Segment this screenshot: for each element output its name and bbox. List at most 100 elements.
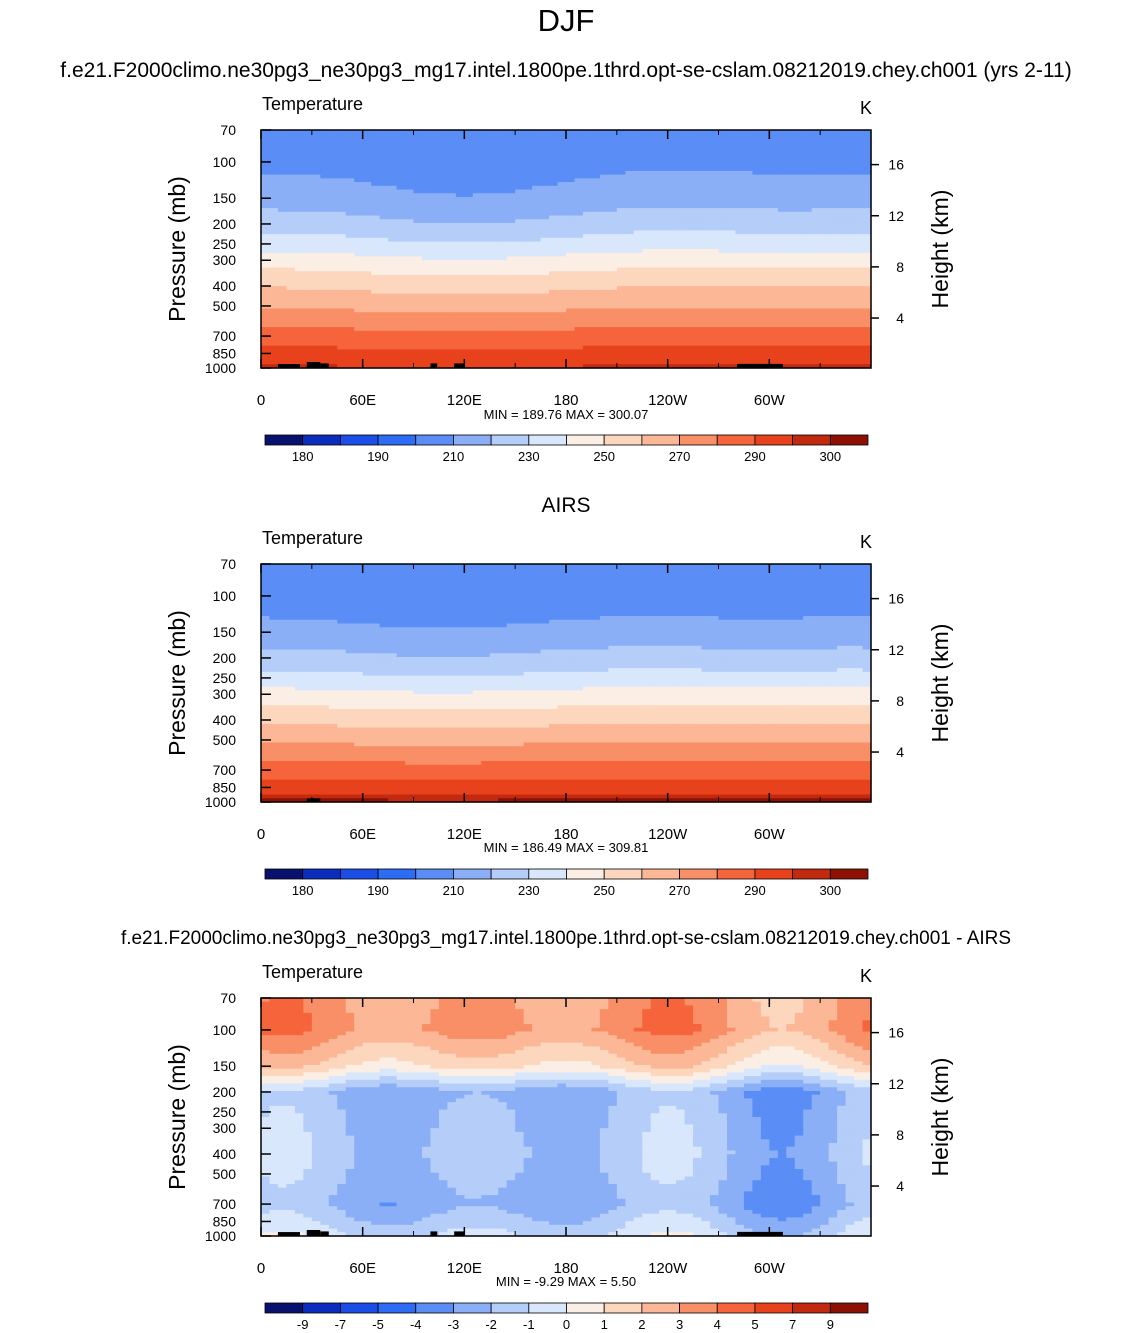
- panel-model-cell: [616, 282, 626, 287]
- panel-model-cell: [777, 323, 787, 328]
- panel-model-topography: [737, 363, 783, 368]
- panel-model-cell: [345, 156, 355, 161]
- panel-model-cell: [667, 293, 677, 298]
- panel-model-cell: [540, 308, 550, 313]
- panel-model-cell: [515, 170, 525, 176]
- panel-model-cell: [286, 137, 296, 142]
- panel-model-cell: [421, 364, 432, 369]
- panel-model-cell: [608, 208, 618, 213]
- panel-model-cell: [710, 364, 720, 369]
- panel-model-cell: [726, 353, 737, 358]
- panel-model-cell: [582, 133, 593, 139]
- panel-model-cell: [574, 289, 584, 295]
- panel-model-cell: [371, 349, 381, 354]
- panel-model-cell: [854, 341, 864, 347]
- panel-model-cell: [616, 293, 626, 298]
- panel-model-cell: [710, 252, 720, 258]
- panel-model-cell: [498, 222, 508, 228]
- panel-model-cell: [379, 170, 389, 176]
- panel-model-cell: [328, 222, 338, 228]
- panel-model-cell: [862, 137, 872, 142]
- panel-model-cell: [557, 133, 567, 139]
- panel-model-cell: [354, 289, 364, 295]
- panel-model-cell: [582, 215, 593, 220]
- panel-model-cell: [464, 170, 474, 176]
- panel-model-cell: [371, 237, 381, 243]
- panel-model-cell: [693, 323, 703, 328]
- panel-model-cell: [515, 334, 525, 339]
- panel-model-cell: [388, 182, 398, 187]
- panel-model-cell: [743, 130, 753, 135]
- panel-obs-cell: [472, 564, 482, 569]
- panel-model-cell: [345, 193, 355, 198]
- panel-model-cell: [718, 211, 728, 217]
- panel-model-cell: [294, 204, 304, 209]
- panel-model-cell: [760, 304, 770, 310]
- panel-model-cell: [362, 208, 372, 213]
- panel-model-cell: [337, 167, 347, 172]
- panel-model-cell: [371, 338, 381, 343]
- panel-model-cell: [337, 278, 347, 284]
- panel-model-cell: [591, 204, 601, 209]
- panel-model-cell: [388, 156, 398, 161]
- panel-model-cell: [828, 167, 838, 172]
- panel-model-cell: [303, 334, 313, 339]
- panel-model-cell: [811, 260, 821, 265]
- panel-model-cell: [464, 260, 474, 265]
- panel-model-cell: [642, 275, 652, 280]
- panel-model-cell: [786, 304, 796, 310]
- panel-model-cell: [820, 256, 830, 261]
- panel-model-cell: [269, 211, 279, 217]
- panel-model-cell: [710, 334, 720, 339]
- panel-obs-cell: [650, 567, 660, 573]
- panel-model-cell: [743, 200, 753, 205]
- panel-model-cell: [769, 137, 779, 142]
- panel-obs-cell: [811, 564, 821, 569]
- panel-model-cell: [642, 286, 652, 291]
- panel-model-cell: [379, 353, 389, 358]
- panel-model-cell: [345, 178, 355, 183]
- panel-model-cell: [743, 167, 753, 172]
- panel-model-cell: [328, 226, 338, 232]
- panel-model-cell: [676, 301, 686, 306]
- panel-model-cell: [405, 141, 415, 146]
- panel-model-cell: [718, 159, 728, 165]
- panel-model-cell: [489, 193, 499, 198]
- panel-model-cell: [633, 170, 643, 176]
- panel-model-cell: [549, 245, 559, 250]
- panel-model-cell: [337, 200, 347, 205]
- panel-model-cell: [286, 345, 296, 351]
- panel-model-cell: [481, 163, 491, 168]
- panel-model-cell: [311, 148, 321, 153]
- panel-model-cell: [447, 222, 457, 228]
- panel-model-cell: [862, 156, 872, 161]
- panel-model-cell: [303, 230, 313, 235]
- panel-model-cell: [472, 222, 482, 228]
- panel-model-cell: [837, 353, 847, 358]
- panel-model-cell: [396, 230, 406, 235]
- panel-model-cell: [269, 148, 279, 153]
- panel-model-cell: [769, 167, 779, 172]
- panel-model-cell: [599, 130, 609, 135]
- panel-model-cell: [642, 263, 652, 269]
- panel-model-cell: [261, 327, 271, 332]
- panel-model-cell: [303, 260, 313, 265]
- panel-model-cell: [718, 267, 728, 272]
- panel-model-cell: [667, 193, 677, 198]
- panel-obs-cell: [320, 571, 330, 576]
- panel-model-cell: [489, 200, 499, 205]
- panel-model-cell: [667, 226, 677, 232]
- panel-model-cell: [354, 263, 364, 269]
- panel-model-cell: [845, 349, 855, 354]
- panel-model-cell: [786, 260, 796, 265]
- panel-model-cell: [659, 226, 669, 232]
- panel-model-cell: [608, 252, 618, 258]
- panel-model-cell: [540, 260, 550, 265]
- panel-model-cell: [625, 182, 635, 187]
- panel-obs-cell: [498, 564, 508, 569]
- panel-model-cell: [667, 211, 677, 217]
- panel-model-cell: [735, 241, 745, 246]
- panel-model-cell: [371, 330, 381, 336]
- panel-model-cell: [345, 249, 355, 254]
- panel-model-cell: [786, 353, 796, 358]
